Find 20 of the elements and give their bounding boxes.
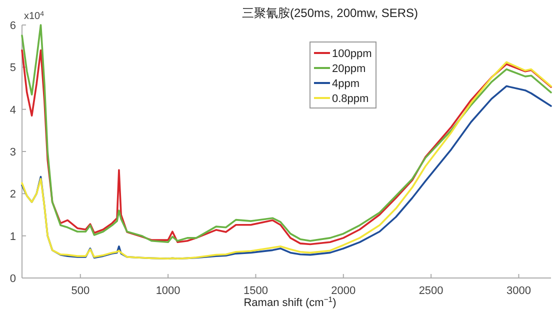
legend-label: 20ppm [332,63,366,75]
legend-label: 4ppm [332,78,360,90]
y-tick-label: 4 [10,104,16,116]
x-axis-title: Raman shift (cm$^{−1}$) [244,294,336,309]
x-tick-label: 1000 [156,285,180,297]
y-tick-label: 3 [10,146,16,158]
y-tick-label: 2 [10,188,16,201]
x-tick-label: 2500 [418,285,444,297]
legend-label: 0.8ppm [332,93,369,105]
x-tick-label: 1500 [243,285,268,297]
legend-label: 100ppm [332,48,372,60]
x-tick-label: 3000 [506,285,531,297]
y-tick-label: 5 [10,62,16,74]
text: x10$^{4}$ [24,10,44,22]
y-tick-label: 6 [10,20,16,32]
chart-title: 三聚氰胺(250ms, 200mw, SERS) [242,6,418,20]
y-tick-label: 1 [10,230,16,243]
y-tick-label: 0 [10,273,16,285]
x-tick-label: 500 [71,285,90,297]
x-tick-label: 2000 [331,285,356,297]
